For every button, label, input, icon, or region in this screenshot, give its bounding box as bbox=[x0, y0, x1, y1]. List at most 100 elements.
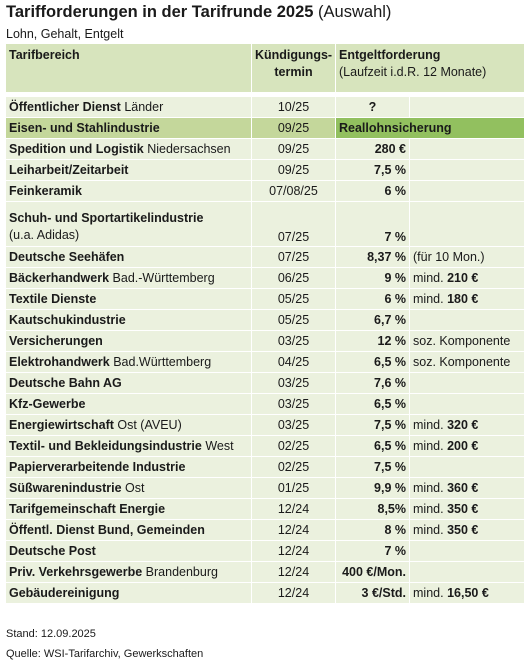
sector-name: Spedition und Logistik bbox=[9, 142, 144, 156]
cell-tarifbereich: Versicherungen bbox=[5, 330, 252, 352]
cell-forderung: 400 €/Mon. bbox=[335, 561, 410, 583]
cell-zusatz bbox=[408, 540, 526, 562]
cell-tarifbereich: Kautschukindustrie bbox=[5, 309, 252, 331]
cell-forderung: 6,5 % bbox=[335, 351, 410, 373]
extra-amount: 360 € bbox=[447, 481, 479, 495]
extra-text: mind. bbox=[413, 481, 444, 495]
sector-name: Gebäudereinigung bbox=[9, 586, 120, 600]
cell-tarifbereich: Deutsche Bahn AG bbox=[5, 372, 252, 394]
table-row: Deutsche Seehäfen 07/25 8,37 % (für 10 Mon.… bbox=[5, 246, 526, 268]
table-row: Papierverarbeitende Industrie 02/25 7,5 % bbox=[5, 456, 526, 478]
cell-termin: 03/25 bbox=[251, 372, 336, 394]
sector-name: Feinkeramik bbox=[9, 184, 82, 198]
cell-tarifbereich: Leiharbeit/Zeitarbeit bbox=[5, 159, 252, 181]
cell-zusatz: mind. 16,50 € bbox=[408, 582, 526, 604]
cell-forderung: 7,5 % bbox=[335, 159, 410, 181]
tariff-table: Tarifbereich Kündigungs-termin Entgeltfo… bbox=[5, 43, 526, 604]
cell-termin: 04/25 bbox=[251, 351, 336, 373]
sector-region: Brandenburg bbox=[145, 565, 218, 579]
table-row: Elektrohandwerk Bad.Württemberg 04/25 6,5 … bbox=[5, 351, 526, 373]
cell-termin: 12/24 bbox=[251, 519, 336, 541]
cell-forderung: ? bbox=[335, 96, 410, 118]
table-row: Priv. Verkehrsgewerbe Brandenburg 12/24 40… bbox=[5, 561, 526, 583]
cell-forderung: 9,9 % bbox=[335, 477, 410, 499]
cell-termin: 12/24 bbox=[251, 498, 336, 520]
table-row: Öffentlicher Dienst Länder 10/25? bbox=[5, 96, 526, 118]
cell-termin: 12/24 bbox=[251, 561, 336, 583]
cell-tarifbereich: Deutsche Seehäfen bbox=[5, 246, 252, 268]
extra-text: mind. bbox=[413, 523, 444, 537]
page-subtitle: Lohn, Gehalt, Entgelt bbox=[6, 27, 124, 41]
cell-zusatz bbox=[408, 180, 526, 202]
table-row: Textile Dienste 05/25 6 % mind. 180 € bbox=[5, 288, 526, 310]
cell-forderung: 8,37 % bbox=[335, 246, 410, 268]
title-suffix: (Auswahl) bbox=[318, 3, 392, 21]
cell-termin: 05/25 bbox=[251, 288, 336, 310]
extra-amount: 200 € bbox=[447, 439, 479, 453]
extra-text: mind. bbox=[413, 586, 444, 600]
cell-forderung: 7,6 % bbox=[335, 372, 410, 394]
table-row: Süßwarenindustrie Ost 01/25 9,9 % mind. 360… bbox=[5, 477, 526, 499]
cell-tarifbereich: Textile Dienste bbox=[5, 288, 252, 310]
sector-name: Leiharbeit/Zeitarbeit bbox=[9, 163, 129, 177]
cell-termin: 02/25 bbox=[251, 456, 336, 478]
cell-zusatz bbox=[408, 456, 526, 478]
extra-text: soz. Komponente bbox=[413, 355, 511, 369]
cell-tarifbereich: Priv. Verkehrsgewerbe Brandenburg bbox=[5, 561, 252, 583]
extra-amount: 350 € bbox=[447, 523, 479, 537]
cell-termin: 12/24 bbox=[251, 582, 336, 604]
sector-name: Deutsche Seehäfen bbox=[9, 250, 125, 264]
table-row: Kfz-Gewerbe 03/25 6,5 % bbox=[5, 393, 526, 415]
cell-forderung: 280 € bbox=[335, 138, 410, 160]
page-title: Tarifforderungen in der Tarifrunde 2025 … bbox=[6, 3, 392, 21]
cell-tarifbereich: Feinkeramik bbox=[5, 180, 252, 202]
sector-name: Bäckerhandwerk bbox=[9, 271, 110, 285]
cell-forderung: 7 % bbox=[335, 201, 410, 247]
cell-forderung: 8 % bbox=[335, 519, 410, 541]
sector-name: Textile Dienste bbox=[9, 292, 97, 306]
table-row: Energiewirtschaft Ost (AVEU) 03/25 7,5 % mi… bbox=[5, 414, 526, 436]
sector-name: Öffentlicher Dienst bbox=[9, 100, 121, 114]
sector-name: Schuh- und Sportartikelindustrie bbox=[9, 211, 204, 225]
table-row: Gebäudereinigung 12/24 3 €/Std. mind. 16,50… bbox=[5, 582, 526, 604]
cell-zusatz: soz. Komponente bbox=[408, 330, 526, 352]
cell-forderung: 7,5 % bbox=[335, 456, 410, 478]
extra-amount: 180 € bbox=[447, 292, 479, 306]
cell-forderung: 7,5 % bbox=[335, 414, 410, 436]
cell-termin: 05/25 bbox=[251, 309, 336, 331]
cell-forderung: Reallohnsicherung bbox=[334, 117, 526, 139]
cell-termin: 09/25 bbox=[251, 117, 336, 139]
sector-name: Deutsche Bahn AG bbox=[9, 376, 122, 390]
footer-stand: Stand: 12.09.2025 bbox=[6, 628, 96, 640]
table-row: Eisen- und Stahlindustrie 09/25 Reallohnsi… bbox=[5, 117, 526, 139]
sector-name: Tarifgemeinschaft Energie bbox=[9, 502, 166, 516]
cell-termin: 02/25 bbox=[251, 435, 336, 457]
cell-termin: 06/25 bbox=[251, 267, 336, 289]
sector-region: Ost (AVEU) bbox=[117, 418, 182, 432]
cell-termin: 10/25 bbox=[251, 96, 336, 118]
sector-region: Ost bbox=[125, 481, 145, 495]
sector-region: Länder bbox=[124, 100, 164, 114]
table-row: Feinkeramik 07/08/25 6 % bbox=[5, 180, 526, 202]
cell-termin: 03/25 bbox=[251, 414, 336, 436]
cell-tarifbereich: Elektrohandwerk Bad.Württemberg bbox=[5, 351, 252, 373]
table-row: Spedition und Logistik Niedersachsen 09/2… bbox=[5, 138, 526, 160]
cell-zusatz bbox=[408, 96, 526, 118]
cell-zusatz: mind. 350 € bbox=[408, 498, 526, 520]
cell-zusatz bbox=[408, 138, 526, 160]
header-kuendigungstermin: Kündigungs-termin bbox=[251, 43, 336, 93]
cell-forderung: 6,5 % bbox=[335, 435, 410, 457]
header-tarifbereich: Tarifbereich bbox=[5, 43, 252, 93]
table-row: Schuh- und Sportartikelindustrie (u.a. Ad… bbox=[5, 201, 526, 247]
extra-text: (für 10 Mon.) bbox=[413, 250, 485, 264]
sector-name: Eisen- und Stahlindustrie bbox=[9, 121, 160, 135]
table-row: Öffentl. Dienst Bund, Gemeinden 12/24 8 % m… bbox=[5, 519, 526, 541]
cell-termin: 01/25 bbox=[251, 477, 336, 499]
sector-name: Versicherungen bbox=[9, 334, 103, 348]
cell-zusatz: mind. 320 € bbox=[408, 414, 526, 436]
cell-forderung: 6 % bbox=[335, 288, 410, 310]
cell-tarifbereich: Öffentlicher Dienst Länder bbox=[5, 96, 252, 118]
cell-zusatz bbox=[408, 201, 526, 247]
sector-name: Deutsche Post bbox=[9, 544, 96, 558]
